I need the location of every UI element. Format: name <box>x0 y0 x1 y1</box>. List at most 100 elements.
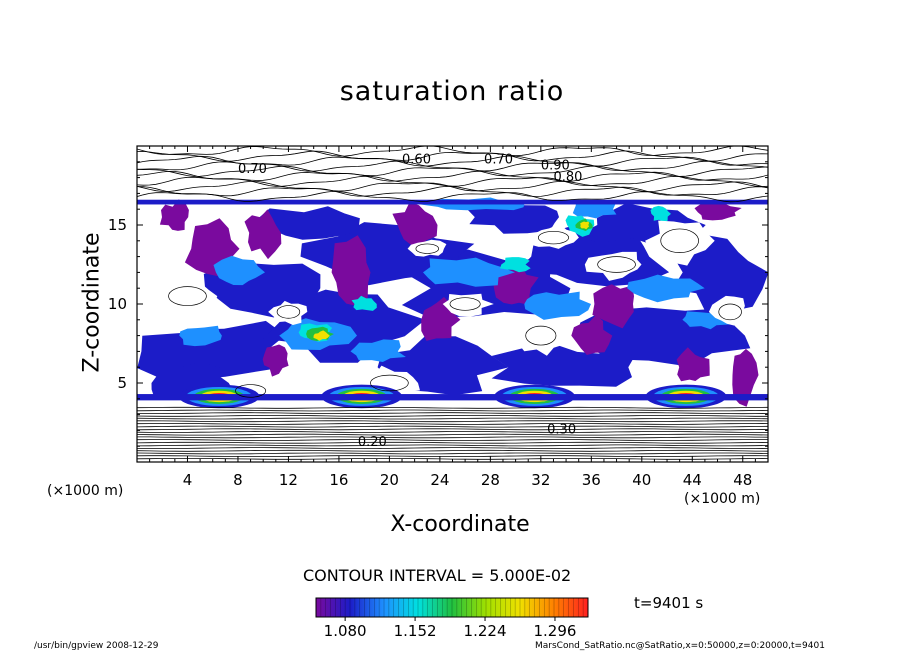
subsaturated-patch <box>571 315 613 355</box>
x-unit-label-left: (×1000 m) <box>47 483 124 499</box>
stratified-contour <box>137 441 768 444</box>
teal-core <box>351 295 377 311</box>
contour-label: 0.90 <box>541 159 570 174</box>
yellow-core <box>580 221 590 230</box>
upper-contour <box>137 180 768 193</box>
contour-ring <box>235 384 267 398</box>
supersaturated-region <box>491 341 635 387</box>
contour-ring <box>168 286 207 306</box>
contour-ring <box>415 243 439 254</box>
x-tick-label: 4 <box>183 471 193 489</box>
supersaturated-region <box>137 320 286 380</box>
contour-ring <box>660 228 699 253</box>
x-tick-label: 40 <box>632 471 651 489</box>
supersaturated-region <box>467 202 559 234</box>
x-axis-label: X-coordinate <box>390 512 530 537</box>
unsaturated-gap <box>527 223 579 249</box>
contour-ring <box>525 325 557 346</box>
stratified-contour <box>137 452 768 455</box>
cyan-streak <box>213 255 265 286</box>
contour-ring <box>276 305 301 319</box>
x-unit-label-right: (×1000 m) <box>684 491 761 507</box>
upper-contour <box>137 150 768 162</box>
contour-label: 0.70 <box>238 162 267 177</box>
stratified-contour <box>137 406 768 409</box>
x-tick-label: 36 <box>582 471 601 489</box>
colorbar-tick-label: 1.296 <box>533 622 576 640</box>
cyan-streak <box>179 325 222 347</box>
cyan-streak <box>627 274 705 303</box>
footer-program: /usr/bin/gpview 2008-12-29 <box>34 641 159 651</box>
cyan-streak <box>524 291 591 320</box>
stratified-contour <box>137 417 768 420</box>
subsaturated-patch <box>732 348 759 407</box>
colorbar-tick-label: 1.152 <box>394 622 437 640</box>
subsaturated-patch <box>331 235 371 306</box>
chart-title: saturation ratio <box>339 76 565 107</box>
unsaturated-gap <box>708 295 748 326</box>
supersaturated-region <box>255 206 360 240</box>
contour-ring <box>597 256 636 273</box>
contour-ring <box>370 374 409 392</box>
contour-label: 0.70 <box>484 152 513 167</box>
plot-area <box>137 197 768 409</box>
unsaturated-gap <box>268 300 308 325</box>
subsaturated-patch <box>676 347 710 382</box>
stratified-contour <box>137 409 768 412</box>
teal-core <box>650 205 671 223</box>
x-tick-label: 44 <box>683 471 702 489</box>
upper-contour <box>137 146 768 157</box>
y-tick-label: 10 <box>108 295 127 313</box>
stratified-contour <box>137 425 768 428</box>
contour-ring <box>537 230 569 245</box>
colorbar-tick-label: 1.224 <box>464 622 507 640</box>
y-axis-label: Z-coordinate <box>79 232 105 373</box>
colorbar-frame <box>315 597 589 618</box>
contour-label: 0.60 <box>402 152 431 167</box>
contour-ring <box>718 303 742 321</box>
x-tick-label: 12 <box>279 471 298 489</box>
x-tick-label: 24 <box>430 471 449 489</box>
x-tick-label: 8 <box>233 471 243 489</box>
upper-band <box>137 199 768 205</box>
subsaturated-patch <box>694 202 742 221</box>
stratified-contour <box>137 447 768 450</box>
stratified-contour <box>137 420 768 423</box>
unsaturated-gap <box>407 239 447 257</box>
y-axis: 5 10 15 <box>108 161 768 447</box>
upper-contour <box>137 155 768 167</box>
contour-label: 0.20 <box>358 435 387 450</box>
stratified-contour <box>137 431 768 433</box>
x-tick-label: 20 <box>380 471 399 489</box>
x-tick-label: 16 <box>329 471 348 489</box>
contour-label: 0.30 <box>547 423 576 438</box>
contour-lines <box>137 146 768 460</box>
stratified-contour <box>137 455 768 457</box>
x-tick-label: 28 <box>481 471 500 489</box>
unsaturated-gap <box>157 279 218 316</box>
cyan-streak <box>572 200 617 219</box>
stratified-contour <box>137 433 768 436</box>
stratified-contour <box>137 412 768 415</box>
cyan-streak <box>350 339 406 362</box>
stratified-contour <box>137 422 768 425</box>
y-tick-label: 5 <box>117 374 127 392</box>
upper-contour <box>137 175 768 188</box>
cyan-streak <box>423 257 515 287</box>
stratified-contour <box>137 449 768 452</box>
contour-ring <box>449 297 481 311</box>
subsaturated-patch <box>592 284 634 329</box>
upper-contour <box>137 190 768 203</box>
subsaturated-patch <box>392 202 438 250</box>
x-tick-label: 32 <box>531 471 550 489</box>
time-annotation: t=9401 s <box>634 594 704 612</box>
stratified-contour <box>137 415 768 417</box>
unsaturated-gap <box>517 316 565 356</box>
contour-label-group: 0.70 0.60 0.70 0.80 0.20 0.30 0.90 <box>238 152 582 450</box>
colorbar-gradient <box>316 598 588 617</box>
upper-contour <box>137 170 768 182</box>
supersaturated-region <box>672 235 768 313</box>
subsaturated-patch <box>159 199 189 231</box>
yellow-core <box>313 330 330 341</box>
